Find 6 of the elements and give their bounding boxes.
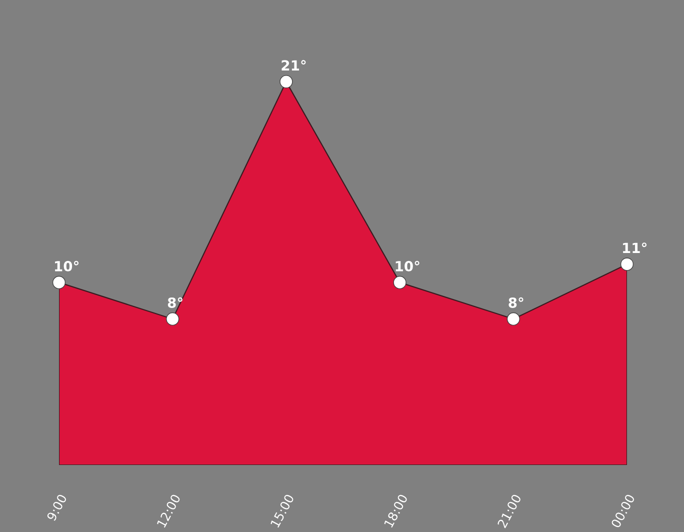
x-tick-label: 9:00 [46,494,68,522]
data-label: 8° [508,297,524,308]
data-label: 21° [282,60,306,70]
data-label: 10° [396,260,420,272]
data-label: 11° [623,242,646,253]
data-label: 10° [55,260,78,272]
